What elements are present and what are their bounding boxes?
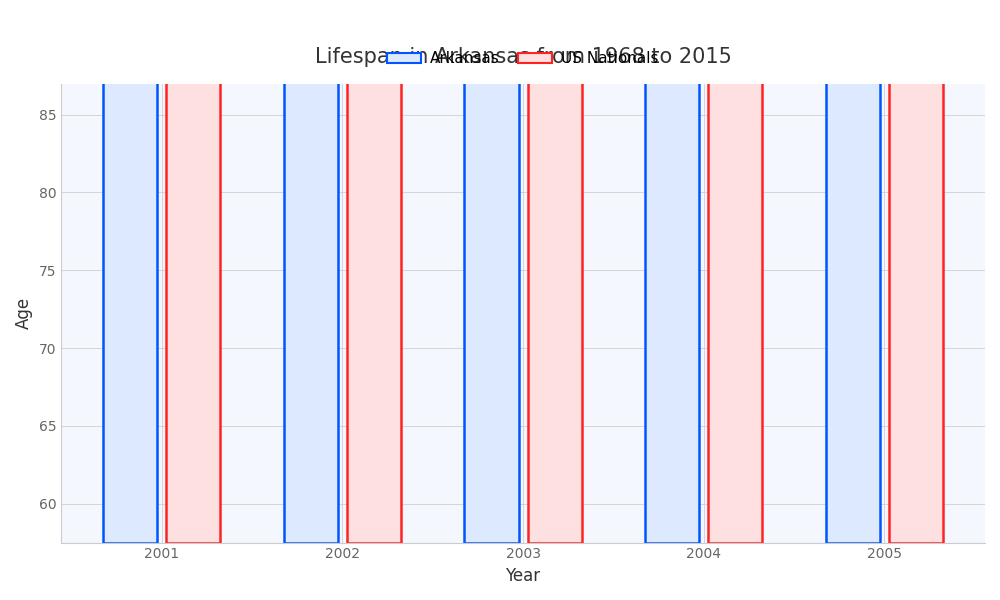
Legend: Arkansas, US Nationals: Arkansas, US Nationals: [381, 45, 665, 73]
Bar: [347, 0, 401, 542]
Bar: [464, 0, 519, 542]
Title: Lifespan in Arkansas from 1968 to 2015: Lifespan in Arkansas from 1968 to 2015: [315, 47, 731, 67]
Y-axis label: Age: Age: [15, 297, 33, 329]
Bar: [528, 0, 582, 542]
Bar: [645, 0, 699, 542]
Bar: [826, 0, 880, 542]
Bar: [708, 0, 762, 542]
Bar: [889, 0, 943, 542]
Bar: [284, 0, 338, 542]
Bar: [103, 0, 157, 542]
Bar: [166, 0, 220, 542]
X-axis label: Year: Year: [505, 567, 541, 585]
